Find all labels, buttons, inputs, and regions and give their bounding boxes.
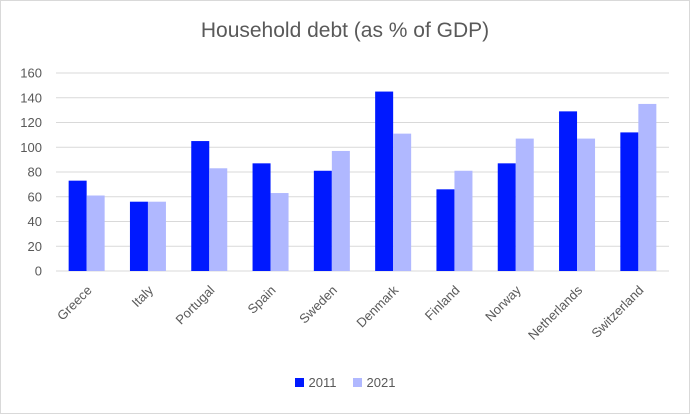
bar-2021-italy [147, 201, 166, 271]
legend-item-2011: 2011 [294, 375, 337, 390]
x-tick-label-italy: Italy [129, 282, 157, 310]
y-tick-label-100: 100 [20, 140, 42, 155]
legend-label-2011: 2011 [308, 375, 337, 390]
y-tick-label-60: 60 [28, 189, 42, 204]
bar-2011-portugal [191, 141, 210, 271]
bar-2011-netherlands [559, 111, 578, 271]
y-tick-label-140: 140 [20, 90, 42, 105]
bar-2011-norway [497, 163, 516, 271]
legend-item-2021: 2021 [352, 375, 396, 390]
bar-2021-spain [270, 193, 289, 271]
x-tick-label-netherlands: Netherlands [525, 282, 586, 343]
chart-legend: 2011 2021 [1, 375, 689, 390]
y-tick-label-120: 120 [20, 115, 42, 130]
y-tick-label-160: 160 [20, 66, 42, 81]
x-tick-label-sweden: Sweden [296, 283, 340, 327]
bar-2021-denmark [393, 133, 412, 271]
x-tick-label-spain: Spain [245, 283, 279, 317]
y-tick-label-20: 20 [28, 239, 42, 254]
y-tick-label-80: 80 [28, 165, 42, 180]
bar-2021-greece [86, 195, 105, 271]
x-tick-label-norway: Norway [482, 282, 524, 324]
bar-2021-portugal [209, 168, 228, 271]
bar-2011-switzerland [620, 132, 639, 271]
bar-2021-netherlands [577, 138, 596, 271]
chart-title: Household debt (as % of GDP) [200, 19, 490, 42]
bar-2011-sweden [313, 170, 332, 271]
bar-2021-sweden [331, 150, 350, 271]
bar-2011-denmark [375, 91, 394, 271]
x-tick-label-finland: Finland [422, 283, 463, 324]
legend-label-2021: 2021 [366, 375, 396, 390]
x-tick-label-switzerland: Switzerland [588, 283, 646, 341]
legend-swatch-2021 [352, 378, 362, 387]
bar-2011-spain [252, 163, 271, 271]
x-tick-label-denmark: Denmark [353, 282, 401, 330]
bar-2021-norway [515, 138, 534, 271]
x-tick-label-greece: Greece [54, 283, 95, 324]
bar-2011-greece [68, 180, 87, 271]
bar-2011-finland [436, 189, 455, 271]
bar-2011-italy [129, 201, 148, 271]
bar-2021-switzerland [638, 103, 657, 271]
y-tick-label-0: 0 [35, 264, 42, 279]
bar-2021-finland [454, 170, 473, 271]
x-tick-label-portugal: Portugal [173, 282, 218, 327]
legend-swatch-2011 [294, 378, 304, 387]
y-tick-label-40: 40 [28, 214, 42, 229]
